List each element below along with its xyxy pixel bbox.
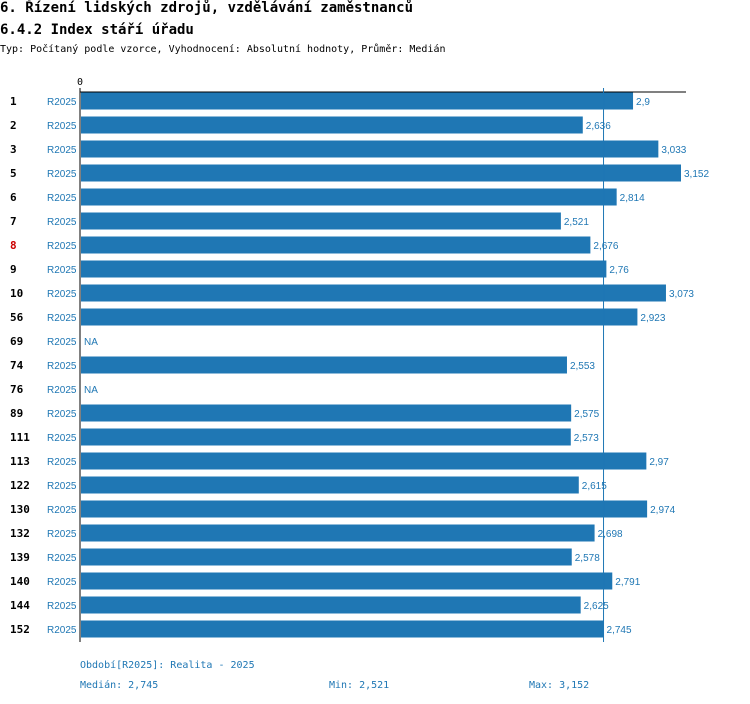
bar-1 bbox=[81, 92, 634, 110]
row-category-label: 144 bbox=[10, 599, 30, 612]
row-period-label: R2025 bbox=[47, 265, 77, 276]
bar-value-label: 2,521 bbox=[564, 217, 589, 228]
bar-value-label: 2,745 bbox=[607, 625, 632, 636]
bar-7 bbox=[81, 212, 561, 230]
median-summary: Medián: 2,745 bbox=[80, 680, 159, 691]
row-period-label: R2025 bbox=[47, 625, 77, 636]
bar-152 bbox=[81, 620, 604, 638]
bar-value-label: 2,923 bbox=[640, 313, 665, 324]
min-summary: Min: 2,521 bbox=[329, 680, 390, 691]
row-category-label: 122 bbox=[10, 479, 30, 492]
row-category-label: 10 bbox=[10, 287, 23, 300]
row-period-label: R2025 bbox=[47, 217, 77, 228]
row-category-label: 152 bbox=[10, 623, 30, 636]
bar-value-label: 2,9 bbox=[636, 97, 650, 108]
bar-value-label: 2,974 bbox=[650, 505, 675, 516]
bar-value-label: 2,625 bbox=[584, 601, 609, 612]
row-period-label: R2025 bbox=[47, 529, 77, 540]
row-period-label: R2025 bbox=[47, 385, 77, 396]
row-period-label: R2025 bbox=[47, 433, 77, 444]
period-note: Období[R2025]: Realita - 2025 bbox=[80, 660, 255, 671]
axis-zero-label: 0 bbox=[77, 77, 83, 88]
row-category-label: 9 bbox=[10, 263, 17, 276]
row-period-label: R2025 bbox=[47, 121, 77, 132]
row-period-label: R2025 bbox=[47, 457, 77, 468]
row-period-label: R2025 bbox=[47, 241, 77, 252]
bar-111 bbox=[81, 428, 571, 446]
row-period-label: R2025 bbox=[47, 289, 77, 300]
bar-2 bbox=[81, 116, 583, 134]
row-category-label: 89 bbox=[10, 407, 23, 420]
row-category-label: 7 bbox=[10, 215, 17, 228]
bar-89 bbox=[81, 404, 572, 422]
bar-3 bbox=[81, 140, 659, 158]
bar-value-label: 2,578 bbox=[575, 553, 600, 564]
row-period-label: R2025 bbox=[47, 337, 77, 348]
row-category-label: 139 bbox=[10, 551, 30, 564]
row-category-label: 76 bbox=[10, 383, 24, 396]
row-period-label: R2025 bbox=[47, 409, 77, 420]
bar-140 bbox=[81, 572, 613, 590]
page-title: 6. Řízení lidských zdrojů, vzdělávání za… bbox=[0, 0, 414, 16]
row-period-label: R2025 bbox=[47, 601, 77, 612]
row-category-label: 5 bbox=[10, 167, 17, 180]
bar-113 bbox=[81, 452, 647, 470]
bar-value-label: 3,073 bbox=[669, 289, 694, 300]
row-category-label: 111 bbox=[10, 431, 30, 444]
bar-value-label: 3,152 bbox=[684, 169, 709, 180]
bar-value-label: 2,676 bbox=[593, 241, 618, 252]
row-period-label: R2025 bbox=[47, 193, 77, 204]
row-category-label: 140 bbox=[10, 575, 30, 588]
row-period-label: R2025 bbox=[47, 481, 77, 492]
bar-9 bbox=[81, 260, 607, 278]
bar-56 bbox=[81, 308, 638, 326]
row-period-label: R2025 bbox=[47, 361, 77, 372]
row-category-label: 69 bbox=[10, 335, 23, 348]
row-period-label: R2025 bbox=[47, 145, 77, 156]
bar-6 bbox=[81, 188, 617, 206]
row-category-label: 113 bbox=[10, 455, 30, 468]
bar-value-label: 3,033 bbox=[661, 145, 686, 156]
bar-value-label: 2,615 bbox=[582, 481, 607, 492]
bar-value-label: 2,791 bbox=[615, 577, 640, 588]
row-category-label: 74 bbox=[10, 359, 24, 372]
row-period-label: R2025 bbox=[47, 577, 77, 588]
row-period-label: R2025 bbox=[47, 97, 77, 108]
bar-value-label: 2,575 bbox=[574, 409, 599, 420]
bar-value-label: NA bbox=[84, 385, 98, 396]
bar-value-label: 2,553 bbox=[570, 361, 595, 372]
bar-value-label: 2,636 bbox=[586, 121, 611, 132]
bar-122 bbox=[81, 476, 579, 494]
bar-8 bbox=[81, 236, 591, 254]
bar-value-label: 2,97 bbox=[649, 457, 669, 468]
bar-5 bbox=[81, 164, 681, 182]
bar-10 bbox=[81, 284, 666, 302]
row-category-label: 1 bbox=[10, 95, 17, 108]
row-period-label: R2025 bbox=[47, 313, 77, 324]
bar-132 bbox=[81, 524, 595, 542]
bar-144 bbox=[81, 596, 581, 614]
row-period-label: R2025 bbox=[47, 553, 77, 564]
bar-value-label: 2,76 bbox=[609, 265, 629, 276]
row-category-label: 132 bbox=[10, 527, 30, 540]
bar-value-label: NA bbox=[84, 337, 98, 348]
bar-74 bbox=[81, 356, 567, 374]
row-category-label: 3 bbox=[10, 143, 17, 156]
bar-130 bbox=[81, 500, 648, 518]
row-period-label: R2025 bbox=[47, 505, 77, 516]
row-category-label: 2 bbox=[10, 119, 17, 132]
chart-subtitle: 6.4.2 Index stáří úřadu bbox=[0, 22, 194, 38]
row-category-label: 6 bbox=[10, 191, 17, 204]
bar-value-label: 2,698 bbox=[598, 529, 623, 540]
chart-meta: Typ: Počítaný podle vzorce, Vyhodnocení:… bbox=[0, 44, 446, 55]
bar-139 bbox=[81, 548, 572, 566]
max-summary: Max: 3,152 bbox=[529, 680, 590, 691]
bar-value-label: 2,814 bbox=[620, 193, 645, 204]
row-category-label: 130 bbox=[10, 503, 30, 516]
bar-value-label: 2,573 bbox=[574, 433, 599, 444]
row-period-label: R2025 bbox=[47, 169, 77, 180]
row-category-label: 8 bbox=[10, 239, 17, 252]
row-category-label: 56 bbox=[10, 311, 24, 324]
